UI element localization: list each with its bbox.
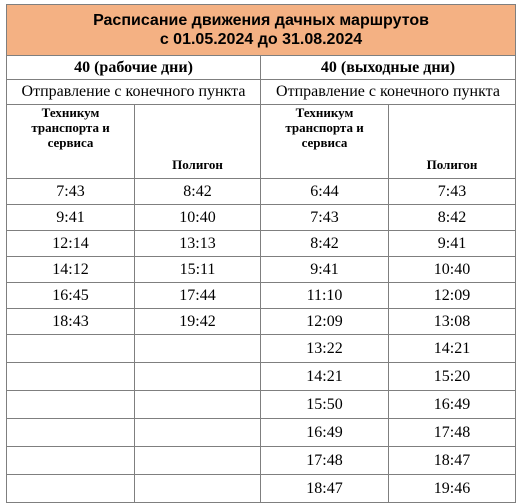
title-line-1: Расписание движения дачных маршрутов xyxy=(7,11,515,30)
weekday-time-a: 7:43 xyxy=(7,179,135,205)
table-row: 7:43 8:42 6:44 7:43 xyxy=(7,179,516,205)
schedule-table: Расписание движения дачных маршрутов с 0… xyxy=(6,4,516,503)
title-line-2: с 01.05.2024 до 31.08.2024 xyxy=(7,30,515,49)
empty-cell xyxy=(7,447,135,475)
weekday-time-b: 17:44 xyxy=(135,283,261,309)
weekday-time-b: 15:11 xyxy=(135,257,261,283)
empty-cell xyxy=(135,335,261,363)
weekend-time-a: 6:44 xyxy=(261,179,389,205)
weekend-time-a: 16:49 xyxy=(261,419,389,447)
weekend-time-a: 8:42 xyxy=(261,231,389,257)
weekend-stop-b-header: Полигон xyxy=(389,105,516,179)
table-row: 14:21 15:20 xyxy=(7,363,516,391)
weekend-route-header: 40 (выходные дни) xyxy=(261,56,516,80)
weekend-time-b: 14:21 xyxy=(389,335,516,363)
schedule-rows: 7:43 8:42 6:44 7:43 9:41 10:40 7:43 8:42 12:14 13… xyxy=(7,179,516,503)
table-row: 13:22 14:21 xyxy=(7,335,516,363)
weekend-departure-label: Отправление с конечного пункта xyxy=(261,80,516,105)
weekday-time-a: 9:41 xyxy=(7,205,135,231)
table-row: 16:45 17:44 11:10 12:09 xyxy=(7,283,516,309)
empty-cell xyxy=(7,363,135,391)
empty-cell xyxy=(135,447,261,475)
weekday-time-b: 10:40 xyxy=(135,205,261,231)
weekend-time-b: 19:46 xyxy=(389,475,516,503)
empty-cell xyxy=(7,391,135,419)
table-row: 18:43 19:42 12:09 13:08 xyxy=(7,309,516,335)
table-row: 12:14 13:13 8:42 9:41 xyxy=(7,231,516,257)
weekend-time-b: 7:43 xyxy=(389,179,516,205)
weekend-time-a: 7:43 xyxy=(261,205,389,231)
table-row: 18:47 19:46 xyxy=(7,475,516,503)
weekday-time-b: 13:13 xyxy=(135,231,261,257)
table-row: 9:41 10:40 7:43 8:42 xyxy=(7,205,516,231)
empty-cell xyxy=(135,391,261,419)
weekend-time-a: 11:10 xyxy=(261,283,389,309)
weekend-time-b: 15:20 xyxy=(389,363,516,391)
weekend-time-a: 9:41 xyxy=(261,257,389,283)
weekday-time-b: 8:42 xyxy=(135,179,261,205)
weekend-time-b: 9:41 xyxy=(389,231,516,257)
weekday-departure-label: Отправление с конечного пункта xyxy=(7,80,261,105)
weekend-time-b: 17:48 xyxy=(389,419,516,447)
weekend-time-b: 16:49 xyxy=(389,391,516,419)
empty-cell xyxy=(7,475,135,503)
empty-cell xyxy=(135,475,261,503)
weekend-time-a: 15:50 xyxy=(261,391,389,419)
empty-cell xyxy=(135,419,261,447)
weekday-time-a: 14:12 xyxy=(7,257,135,283)
table-row: 17:48 18:47 xyxy=(7,447,516,475)
weekend-stop-a-header: Техникум транспорта и сервиса xyxy=(261,105,389,179)
weekend-time-a: 18:47 xyxy=(261,475,389,503)
weekday-stop-a-header: Техникум транспорта и сервиса xyxy=(7,105,135,179)
weekday-time-a: 16:45 xyxy=(7,283,135,309)
weekend-time-a: 12:09 xyxy=(261,309,389,335)
empty-cell xyxy=(135,363,261,391)
weekend-time-b: 8:42 xyxy=(389,205,516,231)
empty-cell xyxy=(7,335,135,363)
weekend-time-a: 13:22 xyxy=(261,335,389,363)
weekday-time-b: 19:42 xyxy=(135,309,261,335)
weekday-stop-b-header: Полигон xyxy=(135,105,261,179)
weekday-time-a: 12:14 xyxy=(7,231,135,257)
schedule-title: Расписание движения дачных маршрутов с 0… xyxy=(7,5,516,56)
table-row: 15:50 16:49 xyxy=(7,391,516,419)
weekend-time-b: 18:47 xyxy=(389,447,516,475)
weekend-time-b: 12:09 xyxy=(389,283,516,309)
weekend-time-b: 10:40 xyxy=(389,257,516,283)
weekend-time-a: 14:21 xyxy=(261,363,389,391)
weekend-time-b: 13:08 xyxy=(389,309,516,335)
weekday-time-a: 18:43 xyxy=(7,309,135,335)
table-row: 16:49 17:48 xyxy=(7,419,516,447)
weekday-route-header: 40 (рабочие дни) xyxy=(7,56,261,80)
table-row: 14:12 15:11 9:41 10:40 xyxy=(7,257,516,283)
weekend-time-a: 17:48 xyxy=(261,447,389,475)
empty-cell xyxy=(7,419,135,447)
